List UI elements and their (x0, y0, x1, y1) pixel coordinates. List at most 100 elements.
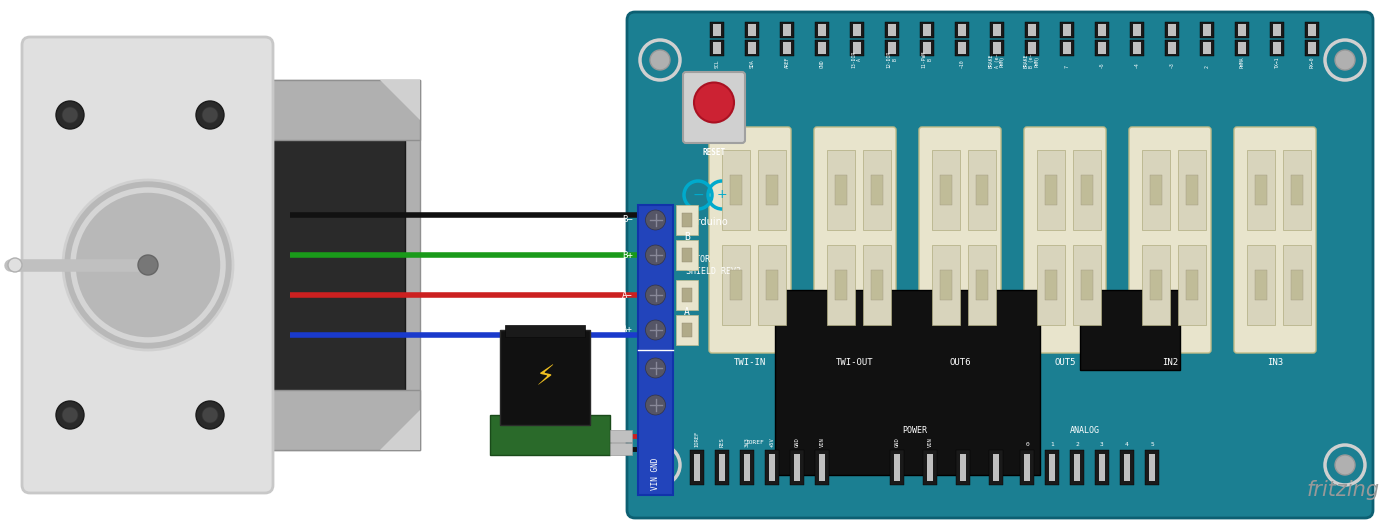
Bar (682, 248, 692, 262)
Bar (1308, 24, 1316, 36)
Bar (862, 150, 890, 230)
Text: 0: 0 (1025, 442, 1029, 447)
Bar (993, 454, 1000, 481)
Bar (745, 22, 759, 38)
Bar (1203, 42, 1211, 54)
Text: B: B (685, 232, 690, 242)
Bar (1044, 450, 1058, 485)
Polygon shape (379, 410, 420, 450)
Bar (783, 42, 791, 54)
Bar (1165, 40, 1179, 56)
Bar (780, 40, 794, 56)
Bar (920, 40, 934, 56)
Bar (1099, 454, 1105, 481)
Bar (1235, 40, 1249, 56)
Bar (500, 330, 589, 425)
Bar (1200, 22, 1214, 38)
Bar (1305, 40, 1319, 56)
Bar (1124, 454, 1130, 481)
Polygon shape (220, 80, 260, 120)
Circle shape (202, 107, 218, 123)
Circle shape (56, 101, 84, 129)
Text: PWMA: PWMA (1239, 57, 1245, 68)
Bar (713, 24, 721, 36)
Bar (713, 42, 721, 54)
Text: IOREF: IOREF (694, 431, 700, 447)
Bar (1168, 24, 1176, 36)
Bar (1133, 24, 1141, 36)
Bar (748, 24, 756, 36)
Text: ⚡: ⚡ (535, 363, 554, 391)
Bar (1142, 245, 1170, 325)
Circle shape (645, 210, 665, 230)
Bar (1254, 175, 1267, 205)
Bar (1049, 454, 1056, 481)
Bar (1177, 245, 1205, 325)
Bar (923, 42, 931, 54)
Text: 11-PWM
B: 11-PWM B (921, 51, 932, 68)
Text: OUT6: OUT6 (949, 358, 970, 367)
Bar (1247, 245, 1275, 325)
Bar (1060, 40, 1074, 56)
Bar (939, 175, 952, 205)
Bar (1165, 22, 1179, 38)
Bar (1074, 454, 1079, 481)
Bar (764, 450, 778, 485)
Bar (1130, 40, 1144, 56)
Bar (748, 42, 756, 54)
Bar (235, 110, 405, 420)
Bar (920, 22, 934, 38)
Circle shape (196, 401, 224, 429)
Bar (1235, 22, 1249, 38)
Bar (1308, 42, 1316, 54)
Bar (780, 22, 794, 38)
Bar (676, 280, 699, 310)
FancyBboxPatch shape (1023, 127, 1106, 353)
Bar (888, 42, 896, 54)
Text: ~3: ~3 (1169, 62, 1175, 68)
FancyBboxPatch shape (813, 127, 896, 353)
Circle shape (1336, 50, 1355, 70)
Bar (1037, 150, 1065, 230)
Bar (729, 270, 742, 300)
Bar (743, 454, 750, 481)
Bar (757, 245, 785, 325)
Bar (815, 22, 829, 38)
Bar (722, 150, 750, 230)
Bar (1177, 150, 1205, 230)
Bar (960, 454, 966, 481)
Bar (819, 454, 825, 481)
Text: GND: GND (819, 59, 825, 68)
Circle shape (1336, 455, 1355, 475)
Bar (1130, 22, 1144, 38)
Bar (741, 450, 755, 485)
Text: SCL: SCL (714, 59, 720, 68)
Bar (690, 450, 704, 485)
Bar (505, 325, 585, 337)
Text: 2: 2 (1075, 442, 1079, 447)
Bar (1149, 270, 1162, 300)
Bar (818, 24, 826, 36)
Bar (676, 315, 699, 345)
Bar (1149, 175, 1162, 205)
Circle shape (694, 83, 734, 123)
Text: VIN GND: VIN GND (651, 458, 659, 490)
FancyBboxPatch shape (1128, 127, 1211, 353)
Text: B+: B+ (622, 251, 633, 260)
Bar (676, 205, 699, 235)
Bar (895, 454, 900, 481)
Bar (853, 42, 861, 54)
Text: ANALOG: ANALOG (1070, 426, 1100, 435)
Bar (939, 270, 952, 300)
Bar (976, 270, 988, 300)
Bar (815, 40, 829, 56)
Circle shape (139, 255, 158, 275)
Bar (1238, 42, 1246, 54)
Bar (1133, 42, 1141, 54)
Text: +5V: +5V (770, 437, 774, 447)
Bar (932, 245, 960, 325)
Bar (1081, 270, 1093, 300)
Bar (885, 40, 899, 56)
Text: 13-DIR
A: 13-DIR A (851, 51, 862, 68)
Bar (1305, 22, 1319, 38)
